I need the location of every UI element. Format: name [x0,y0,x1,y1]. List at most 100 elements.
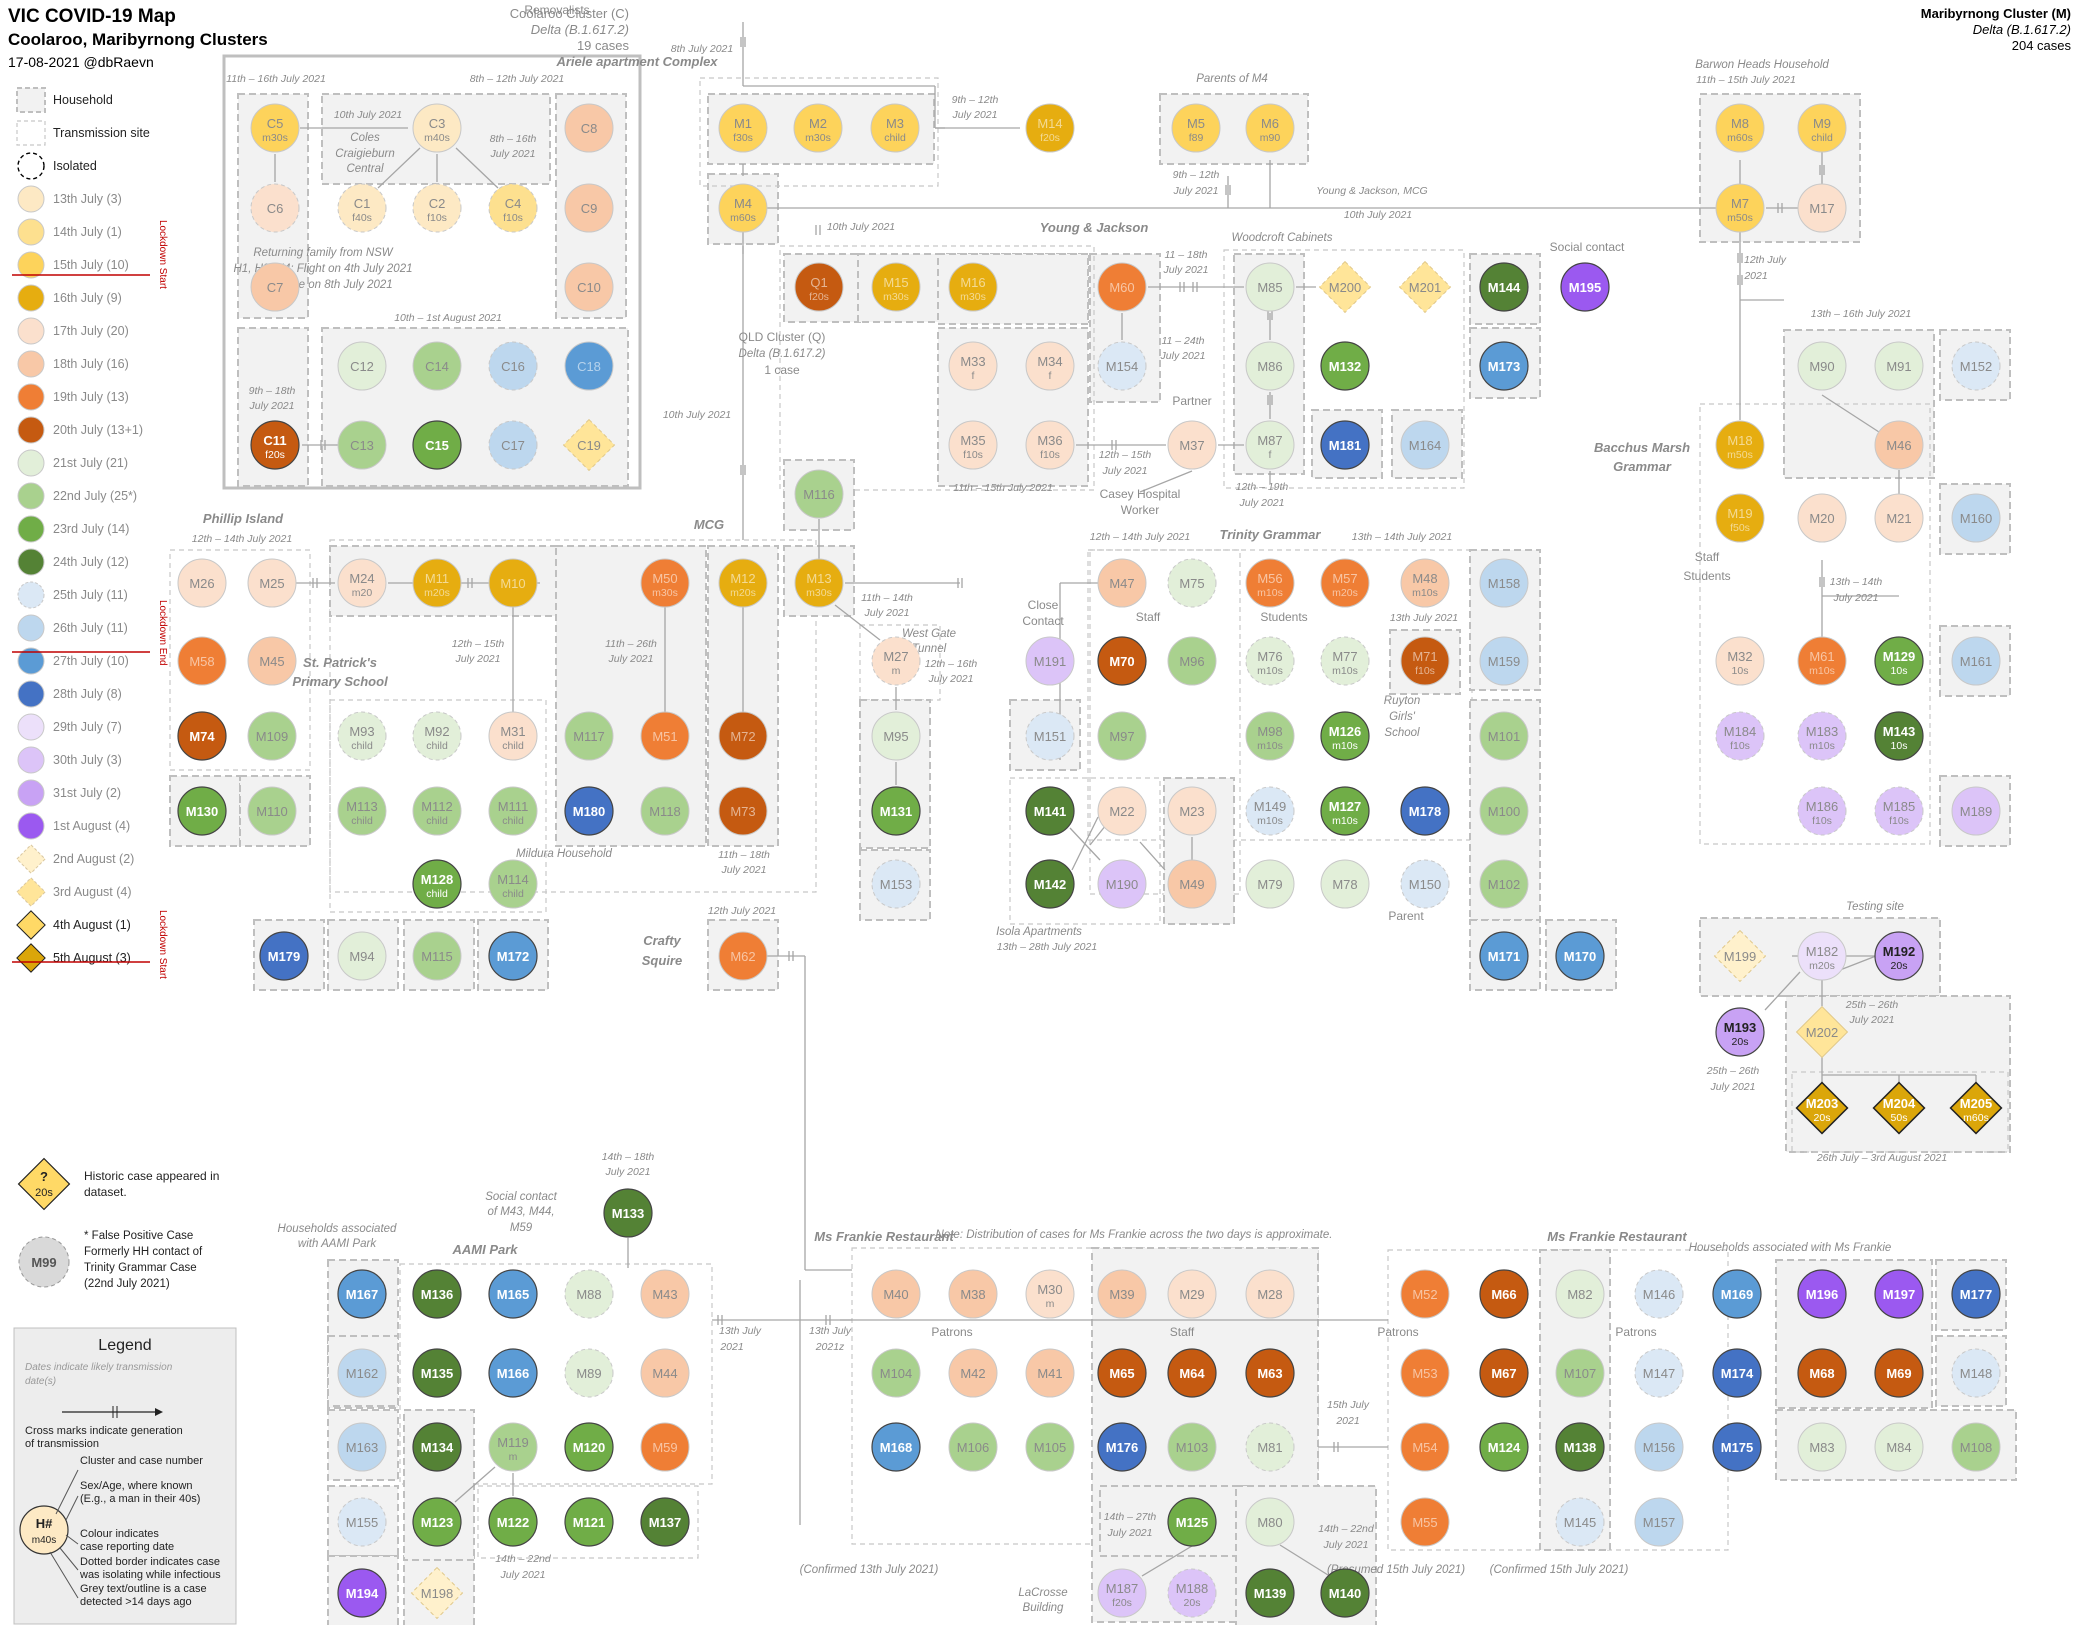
case-node: C19 [562,418,616,472]
legend-entry-label: 18th July (16) [53,357,129,371]
case-id: M32 [1727,649,1752,664]
date-label: July 2021 [1163,264,1209,276]
case-id: M48 [1412,571,1437,586]
case-sex-age: 10s [1891,740,1908,752]
case-circle [488,1422,538,1472]
case-id: M185 [1883,799,1916,814]
case-id: M160 [1960,511,1993,526]
date-label: 12th – 16th [925,658,978,670]
case-circle [488,931,538,981]
case-id: M200 [1329,280,1362,295]
date-label: 10th July 2021 [334,109,402,121]
case-circle [177,786,227,836]
case-id: M198 [421,1586,454,1601]
case-circle [871,711,921,761]
case-circle [1025,1348,1075,1398]
case-id: M110 [256,804,288,819]
case-id: M22 [1109,804,1134,819]
case-circle [1715,636,1765,686]
case-circle [250,420,300,470]
case-circle [1400,1269,1450,1319]
case-circle [794,469,844,519]
case-node: M172 [488,931,538,981]
case-id: M30 [1037,1282,1062,1297]
date-swatch [17,581,45,609]
legend-pointer [49,1551,79,1599]
case-circle [412,1269,462,1319]
date-label: 13th – 16th July 2021 [1811,308,1911,320]
case-sex-age: m30s [960,291,986,303]
group-label: Parents of M4 [1196,73,1268,85]
date-label: 2021 [1743,270,1767,282]
case-circle [1479,1269,1529,1319]
site-box [1087,549,1473,841]
case-node: M105 [1025,1422,1075,1472]
case-id: C14 [425,359,449,374]
case-node: M138 [1555,1422,1605,1472]
case-circle [1712,1422,1762,1472]
case-circle [1167,636,1217,686]
case-circle [488,183,538,233]
case-node: M44 [640,1348,690,1398]
legend-entry: 28th July (8) [17,680,122,708]
case-node: C7 [250,262,300,312]
group-label: Households associated with Ms Frankie [1689,1242,1892,1254]
case-node: M141 [1025,786,1075,836]
case-circle [1634,1269,1684,1319]
case-circle [1634,1497,1684,1547]
case-circle [1479,1348,1529,1398]
case-node: M20 [1797,493,1847,543]
case-id: M202 [1806,1025,1839,1040]
case-sex-age: m30s [806,587,832,599]
case-node: M68 [1797,1348,1847,1398]
date-label: July 2021 [1160,350,1206,362]
case-node: M153 [871,859,921,909]
date-swatch [16,910,46,940]
case-sex-age: m [1046,1298,1055,1310]
case-id: M182 [1806,944,1839,959]
group-label: MCG [694,517,724,532]
legend-entry: 19th July (13) [17,383,129,411]
group-label: AAMI Park [451,1242,518,1257]
case-id: M153 [880,877,913,892]
date-label: July 2021 [1323,1539,1369,1551]
case-node: M125 [1167,1497,1217,1547]
case-id: M84 [1886,1440,1911,1455]
case-node: M110 [247,786,297,836]
case-id: M131 [880,804,913,819]
group-label: Casey Hospital [1100,487,1181,501]
group-label: Testing site [1846,901,1904,913]
case-node: M135 [412,1348,462,1398]
case-node: M108 [1951,1422,2001,1472]
legend-box: Legend Dates indicate likely transmission… [13,1327,237,1625]
case-id: M36 [1037,433,1062,448]
case-circle [1167,1497,1217,1547]
case-circle [1479,1422,1529,1472]
case-id: C17 [501,438,525,453]
case-circle [564,786,614,836]
case-circle [488,341,538,391]
group-label: Staff [1170,1325,1195,1339]
date-swatch [17,515,45,543]
case-circle [1874,711,1924,761]
case-sex-age: f50s [1730,522,1750,534]
site-box [1699,403,1931,845]
date-label: 12th – 15th [1099,449,1152,461]
case-node: M80 [1245,1497,1295,1547]
case-circle [1634,1348,1684,1398]
case-node: C18 [564,341,614,391]
case-circle [871,1348,921,1398]
date-label: July 2021 [928,673,974,685]
date-label: 15th July [1327,1399,1370,1411]
case-node: C6 [250,183,300,233]
case-id: M137 [649,1515,682,1530]
case-node: C13 [337,420,387,470]
case-id: C18 [577,359,601,374]
group-label: Girls' [1389,711,1416,723]
